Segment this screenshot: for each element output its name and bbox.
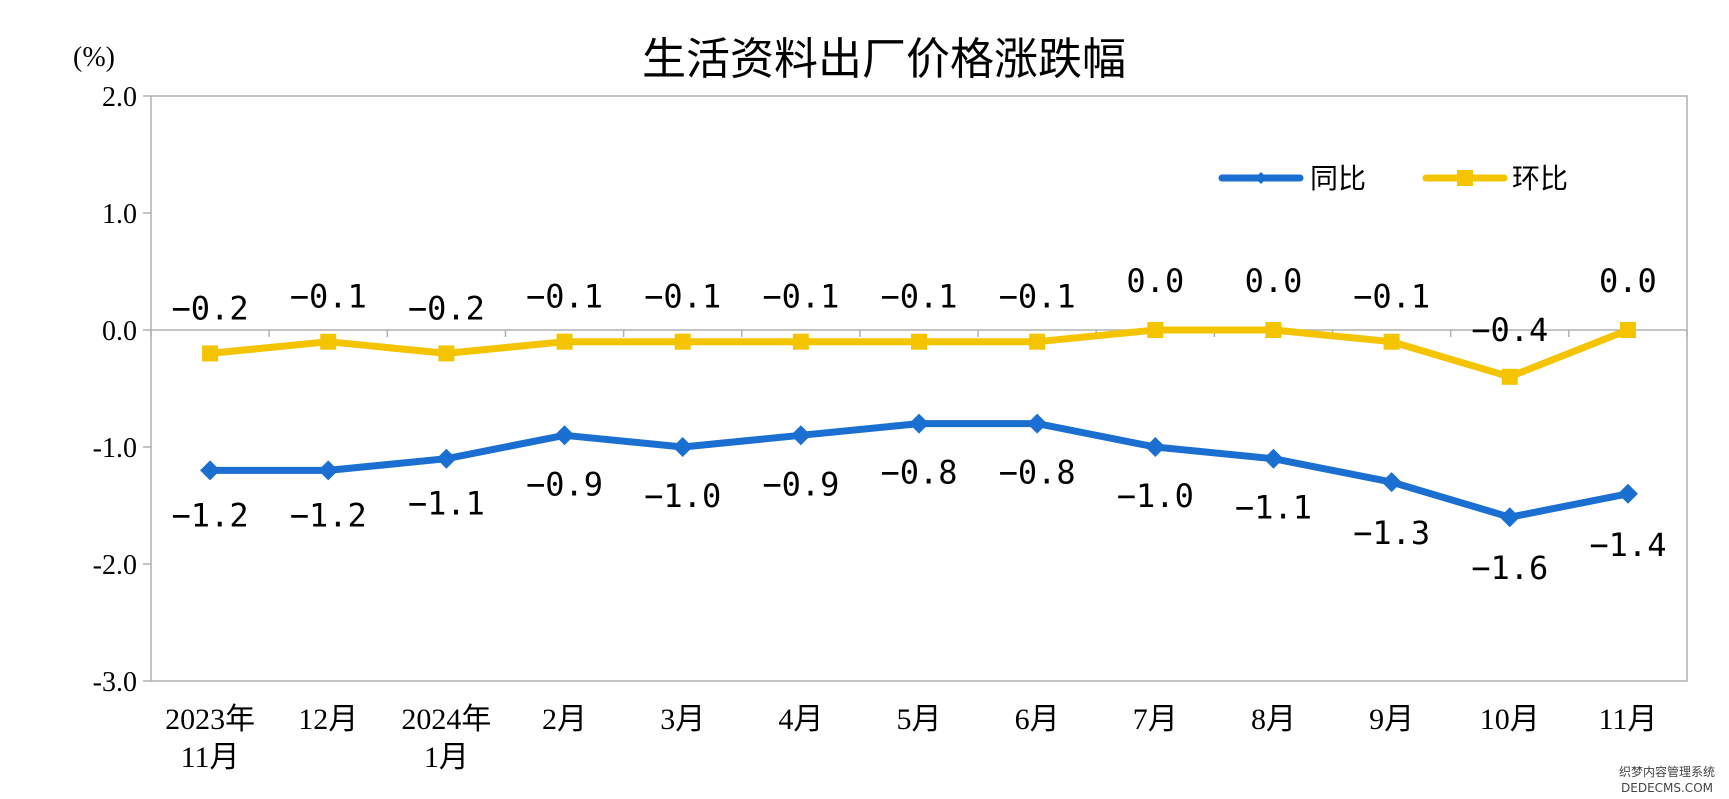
data-label: −0.2: [172, 289, 249, 327]
data-label-layer: −1.2 −1.2 −1.1 −0.9 −1.0 −0.9 −0.8 −0.8 −1.0 −1.1…: [172, 262, 1667, 587]
series-point-square: [438, 345, 455, 362]
watermark: 织梦内容管理系统 DEDECMS.COM: [1608, 762, 1727, 797]
data-label: −0.4: [1471, 311, 1548, 349]
watermark-line2: DEDECMS.COM: [1621, 781, 1713, 795]
series-point-diamond: [672, 437, 693, 457]
data-label: −0.1: [1353, 278, 1430, 316]
y-tick-label: 2.0: [102, 82, 137, 113]
legend: 同比 环比: [1218, 162, 1568, 195]
x-tick-label: 12月: [298, 703, 358, 736]
data-label: −1.3: [1353, 514, 1430, 552]
y-tick-label: 0.0: [102, 316, 137, 347]
x-tick-label: 2023年: [165, 703, 255, 736]
series-point-square: [556, 333, 573, 350]
data-label: −0.1: [762, 278, 839, 316]
series-point-diamond: [1381, 472, 1402, 493]
x-tick-label: 8月: [1251, 703, 1296, 736]
legend-marker-square: [1457, 170, 1473, 186]
data-label: −0.1: [526, 278, 603, 316]
x-tick-label: 2月: [542, 703, 587, 736]
data-label: −0.1: [644, 278, 721, 316]
x-tick-label: 2024年: [401, 703, 491, 736]
series-point-diamond: [909, 413, 929, 434]
y-unit-label: (%): [73, 42, 115, 73]
data-label: −0.1: [290, 278, 367, 316]
data-label: −1.2: [172, 496, 249, 534]
x-tick-label: 3月: [660, 703, 705, 736]
x-tick-label: 4月: [778, 703, 823, 736]
series-point-square: [1265, 322, 1282, 338]
series-point-diamond: [1499, 507, 1520, 528]
y-tick-label: -3.0: [93, 667, 137, 698]
series-point-square: [911, 333, 927, 350]
data-label: −1.2: [290, 496, 367, 534]
plot-area-frame: [150, 95, 1688, 682]
x-tick-label: 9月: [1369, 703, 1414, 736]
series-point-diamond: [1617, 483, 1638, 504]
y-tick-label: 1.0: [102, 199, 137, 230]
watermark-background: [1608, 762, 1727, 797]
series-point-diamond: [318, 460, 339, 481]
data-label: −1.6: [1471, 549, 1548, 587]
x-tick-label: 10月: [1480, 703, 1540, 736]
series-point-square: [1147, 322, 1164, 338]
data-label: −1.1: [1235, 489, 1312, 527]
x-tick-label: 11月: [1598, 703, 1657, 736]
x-tick-label: 11月: [181, 741, 240, 774]
series-point-diamond: [200, 460, 221, 481]
data-label: −0.1: [999, 278, 1076, 316]
x-tick-label: 5月: [897, 703, 942, 736]
series-point-diamond: [436, 448, 457, 469]
data-label: −1.0: [644, 477, 721, 515]
series-layer: [200, 322, 1638, 528]
data-label: −1.1: [408, 485, 485, 523]
legend-label-1: 同比: [1310, 162, 1366, 195]
data-label: −0.2: [408, 289, 485, 327]
legend-marker-diamond: [1255, 172, 1267, 184]
series-point-square: [674, 333, 691, 350]
series-point-square: [1383, 333, 1400, 350]
data-label: −0.8: [880, 454, 957, 492]
data-label: −1.0: [1117, 477, 1194, 515]
y-tick-label: -1.0: [93, 433, 137, 464]
series-point-diamond: [1145, 437, 1166, 457]
series-point-diamond: [790, 425, 811, 446]
data-label: 0.0: [1599, 262, 1657, 300]
x-tick-label: 6月: [1015, 703, 1060, 736]
series-point-square: [1029, 333, 1046, 350]
series-point-square: [792, 333, 809, 350]
series-point-diamond: [554, 425, 575, 446]
series-point-square: [1501, 368, 1518, 385]
series-point-square: [1619, 322, 1636, 338]
x-tick-label: 1月: [424, 741, 469, 774]
series-point-diamond: [1263, 448, 1284, 469]
data-label: −0.9: [762, 465, 839, 503]
data-label: −1.4: [1589, 526, 1666, 564]
axis-layer: 2.0 1.0 0.0 -1.0 -2.0 -3.0 2023年 11月 12月 2024年 1月 2…: [93, 82, 1688, 774]
y-tick-label: -2.0: [93, 550, 137, 581]
data-label: −0.1: [880, 278, 957, 316]
chart-title: 生活资料出厂价格涨跌幅: [642, 34, 1126, 85]
series-point-square: [320, 333, 337, 350]
legend-label-2: 环比: [1512, 162, 1568, 195]
data-label: −0.9: [526, 465, 603, 503]
series-point-square: [202, 345, 219, 362]
data-label: 0.0: [1245, 262, 1303, 300]
data-label: 0.0: [1126, 262, 1184, 300]
x-tick-label: 7月: [1133, 703, 1178, 736]
data-label: −0.8: [999, 454, 1076, 492]
series-point-diamond: [1027, 413, 1048, 434]
watermark-line1: 织梦内容管理系统: [1619, 764, 1715, 779]
